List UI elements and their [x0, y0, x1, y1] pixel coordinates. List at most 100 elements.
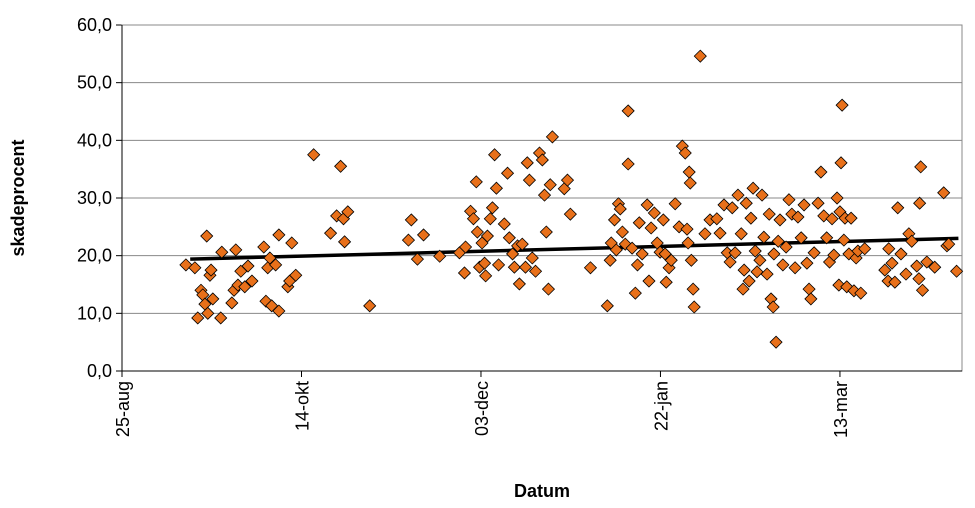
data-point	[469, 175, 483, 189]
data-point	[910, 259, 924, 273]
data-point	[713, 226, 727, 240]
data-point	[942, 237, 956, 251]
data-point	[535, 153, 549, 167]
data-point	[742, 274, 756, 288]
data-point	[678, 146, 692, 160]
x-tick-label: 03-dec	[472, 381, 492, 436]
data-point	[834, 156, 848, 170]
data-point	[684, 253, 698, 267]
y-tick-label: 0,0	[87, 361, 112, 381]
data-point	[755, 188, 769, 202]
data-point	[913, 196, 927, 210]
data-point	[483, 212, 497, 226]
data-point	[515, 237, 529, 251]
data-point	[750, 265, 764, 279]
data-point	[757, 230, 771, 244]
data-point	[748, 244, 762, 258]
data-point	[800, 256, 814, 270]
data-point	[644, 221, 658, 235]
data-point	[334, 159, 348, 173]
data-point	[410, 252, 425, 266]
data-point	[788, 261, 802, 275]
x-axis-title: Datum	[514, 481, 570, 501]
data-point	[512, 277, 526, 291]
data-point	[539, 225, 553, 239]
data-point	[609, 243, 623, 257]
y-tick-label: 40,0	[77, 130, 112, 150]
data-point	[330, 209, 344, 223]
data-point	[225, 296, 239, 310]
data-point	[191, 311, 205, 325]
data-point	[204, 263, 218, 277]
data-point	[766, 300, 780, 314]
data-point	[433, 249, 447, 263]
data-point	[807, 246, 821, 260]
data-point	[736, 282, 750, 296]
data-point	[769, 335, 783, 349]
data-point	[401, 233, 416, 247]
data-point	[477, 256, 492, 270]
x-tick-label: 14-okt	[292, 381, 312, 431]
data-point	[840, 280, 854, 294]
data-point	[632, 216, 646, 230]
data-point	[642, 274, 656, 288]
data-point	[625, 241, 639, 255]
data-point	[505, 247, 520, 261]
data-point	[849, 251, 863, 265]
x-tick-label: 25-aug	[113, 381, 133, 437]
data-point	[844, 211, 858, 225]
data-point	[888, 275, 902, 289]
x-tick-label: 22-jan	[651, 381, 671, 431]
y-tick-label: 10,0	[77, 303, 112, 323]
data-point	[272, 228, 286, 242]
data-point	[630, 258, 645, 272]
data-point	[937, 186, 951, 200]
data-point	[500, 166, 515, 180]
data-point	[920, 255, 934, 269]
data-point	[744, 211, 758, 225]
data-point	[307, 148, 321, 162]
y-tick-label: 20,0	[77, 246, 112, 266]
data-point	[668, 197, 682, 211]
data-point	[607, 213, 622, 227]
data-point	[416, 228, 431, 242]
data-point	[457, 266, 472, 280]
data-point	[912, 272, 926, 286]
data-point	[215, 245, 229, 259]
data-point	[915, 283, 930, 297]
data-point	[905, 234, 919, 248]
data-point	[289, 268, 303, 282]
data-point	[245, 274, 259, 288]
data-point	[914, 160, 928, 174]
data-point	[188, 261, 202, 275]
data-point	[528, 264, 543, 278]
y-tick-label: 30,0	[77, 188, 112, 208]
data-point	[791, 210, 805, 224]
data-point	[681, 236, 695, 250]
data-point	[817, 209, 831, 223]
data-point	[229, 243, 243, 257]
data-point	[628, 286, 642, 300]
data-point	[835, 98, 849, 112]
data-point	[458, 240, 473, 254]
data-point	[825, 212, 839, 226]
data-point	[753, 253, 767, 267]
data-point	[928, 260, 942, 274]
data-point	[621, 104, 635, 118]
data-point	[698, 227, 712, 241]
data-point	[635, 247, 649, 261]
data-point	[470, 225, 484, 239]
data-point	[811, 196, 825, 210]
data-point	[323, 226, 338, 240]
data-point	[797, 198, 811, 212]
data-point	[502, 231, 516, 245]
data-point	[746, 181, 760, 195]
data-point	[664, 253, 678, 267]
data-point	[771, 234, 785, 248]
data-point	[522, 173, 537, 187]
data-point	[404, 213, 418, 227]
data-point	[950, 264, 964, 278]
data-point	[518, 260, 533, 274]
data-point	[269, 258, 283, 272]
